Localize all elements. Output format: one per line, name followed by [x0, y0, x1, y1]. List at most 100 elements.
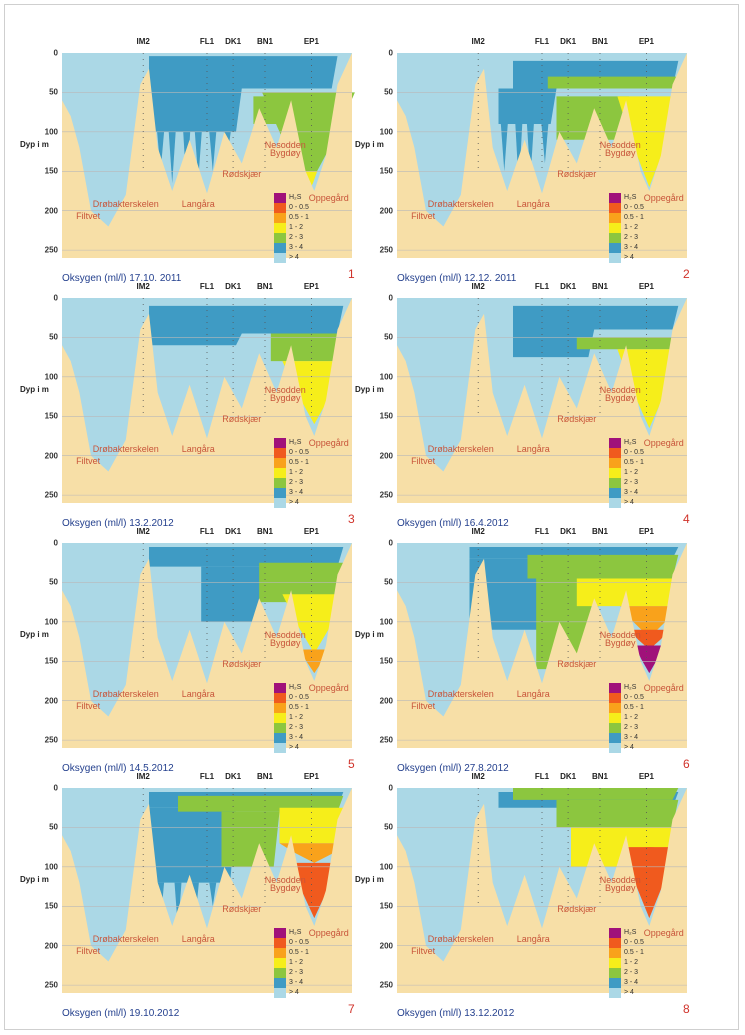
legend-swatch — [609, 458, 621, 468]
legend-swatch — [274, 243, 286, 253]
legend-label: 3 - 4 — [289, 244, 304, 251]
legend-entry: H₂S — [609, 438, 669, 448]
zone-3-4 — [515, 123, 523, 188]
legend-label: > 4 — [289, 989, 299, 996]
legend-label: 0.5 - 1 — [289, 949, 309, 956]
legend-label: 2 - 3 — [289, 969, 304, 976]
legend-entry: 0 - 0.5 — [274, 203, 334, 213]
station-labels: IM2 FL1 DK1 BN1 EP1 — [377, 282, 703, 294]
legend-entry: 2 - 3 — [274, 478, 334, 488]
legend-entry: 3 - 4 — [609, 978, 669, 988]
station-label: FL1 — [199, 772, 215, 781]
legend-swatch — [274, 693, 286, 703]
zone-3-4 — [168, 131, 176, 184]
station-label: IM2 — [136, 527, 150, 536]
y-tick-label: 50 — [384, 577, 393, 587]
y-tick-label: 250 — [44, 245, 58, 255]
y-tick-label: 200 — [44, 206, 58, 216]
legend-swatch — [609, 233, 621, 243]
y-axis-label: Dyp i m — [20, 630, 49, 639]
place-label-oppegard: Oppegård — [643, 438, 684, 449]
zone-2-3 — [513, 788, 679, 800]
legend-entry: H₂S — [609, 193, 669, 203]
zone-3-4 — [149, 807, 236, 883]
y-axis-label: Dyp i m — [355, 875, 384, 884]
legend-swatch — [274, 203, 286, 213]
y-tick-label: 200 — [379, 206, 393, 216]
place-label-drobak: Drøbakterskelen — [92, 688, 159, 699]
station-label: IM2 — [136, 772, 150, 781]
y-tick-label: 150 — [44, 411, 58, 421]
panel-caption: Oksygen (ml/l) 19.10.2012 — [62, 1008, 180, 1019]
place-label-bygdoy: Bygdøy — [605, 637, 636, 648]
y-tick-label: 0 — [388, 48, 393, 58]
y-tick-label: 200 — [44, 941, 58, 951]
legend-entry: 3 - 4 — [609, 733, 669, 743]
legend-swatch — [274, 223, 286, 233]
legend-entry: 0 - 0.5 — [609, 203, 669, 213]
zone-3-4 — [513, 305, 679, 330]
legend-swatch — [274, 233, 286, 243]
zone-3-4 — [157, 131, 165, 172]
y-tick-label: 200 — [44, 696, 58, 706]
station-label: FL1 — [534, 527, 550, 536]
legend-label: 0 - 0.5 — [289, 449, 309, 456]
legend-label: 0 - 0.5 — [624, 939, 644, 946]
place-label-oppegard: Oppegård — [308, 438, 349, 449]
legend-swatch — [274, 733, 286, 743]
station-label: IM2 — [136, 282, 150, 291]
legend-label: 0 - 0.5 — [289, 694, 309, 701]
legend-entry: 0.5 - 1 — [274, 948, 334, 958]
place-label-filtvet: Filtvet — [411, 210, 436, 221]
place-label-langara: Langåra — [516, 198, 550, 209]
zone-3-4 — [194, 131, 202, 180]
station-label: EP1 — [303, 772, 319, 781]
place-label-drobak: Drøbakterskelen — [427, 933, 494, 944]
legend-label: 1 - 2 — [289, 469, 304, 476]
station-label: EP1 — [638, 772, 654, 781]
legend-swatch — [274, 488, 286, 498]
legend-entry: 1 - 2 — [609, 468, 669, 478]
oxygen-legend: H₂S 0 - 0.5 0.5 - 1 1 - 2 2 - 3 3 - 4 > 4 — [609, 928, 669, 998]
legend-label: 2 - 3 — [289, 479, 304, 486]
zone-3-4 — [149, 546, 344, 567]
station-label: EP1 — [303, 527, 319, 536]
legend-label: H₂S — [624, 194, 637, 201]
chart-panel: IM2 FL1 DK1 BN1 EP1 0 50 100 150 200 250 Dyp i m Fil… — [20, 772, 368, 1022]
zone-2-3 — [221, 811, 280, 867]
place-label-oppegard: Oppegård — [643, 683, 684, 694]
legend-swatch — [274, 438, 286, 448]
place-label-rodskjaer: Rødskjær — [222, 903, 262, 914]
station-label: EP1 — [303, 282, 319, 291]
legend-label: 0.5 - 1 — [624, 949, 644, 956]
zone-1-2 — [282, 594, 347, 654]
legend-label: 0.5 - 1 — [624, 214, 644, 221]
station-label: FL1 — [534, 282, 550, 291]
place-label-langara: Langåra — [181, 933, 215, 944]
legend-swatch — [274, 458, 286, 468]
y-tick-label: 250 — [44, 980, 58, 990]
legend-entry: 1 - 2 — [274, 223, 334, 233]
place-label-nesodden: Nesodden — [599, 874, 641, 885]
zone-3-4 — [201, 566, 265, 622]
station-label: EP1 — [638, 527, 654, 536]
y-tick-label: 100 — [44, 617, 58, 627]
y-tick-label: 200 — [379, 451, 393, 461]
place-label-nesodden: Nesodden — [264, 384, 306, 395]
zone-3-4 — [526, 123, 534, 180]
place-label-drobak: Drøbakterskelen — [427, 443, 494, 454]
legend-entry: 2 - 3 — [274, 723, 334, 733]
place-label-rodskjaer: Rødskjær — [557, 413, 597, 424]
zone-0.5-1 — [279, 843, 350, 863]
legend-entry: H₂S — [274, 193, 334, 203]
fjord-section-svg — [62, 543, 352, 748]
place-label-nesodden: Nesodden — [599, 384, 641, 395]
oxygen-legend: H₂S 0 - 0.5 0.5 - 1 1 - 2 2 - 3 3 - 4 > 4 — [609, 193, 669, 263]
y-tick-label: 50 — [384, 822, 393, 832]
legend-swatch — [609, 193, 621, 203]
chart-panel: IM2 FL1 DK1 BN1 EP1 0 50 100 150 200 250 Dyp i m Fil… — [355, 527, 703, 777]
panel-caption: Oksygen (ml/l) 17.10. 2011 — [62, 273, 182, 284]
legend-swatch — [609, 693, 621, 703]
y-tick-label: 0 — [388, 293, 393, 303]
y-tick-label: 250 — [44, 735, 58, 745]
